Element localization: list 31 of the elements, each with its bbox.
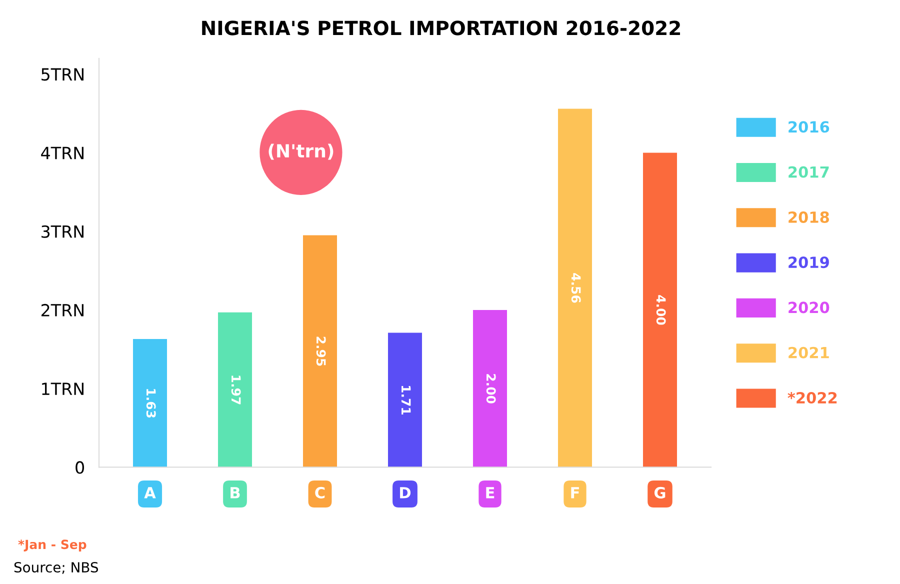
data-label: 2.95 xyxy=(316,336,326,366)
chart-title: NIGERIA'S PETROL IMPORTATION 2016-2022 xyxy=(202,20,680,36)
y-tick-label: 0 xyxy=(76,461,84,474)
legend-label: 2018 xyxy=(788,211,829,223)
x-tick-label: B xyxy=(230,487,240,498)
legend-label: 2017 xyxy=(788,166,829,178)
x-tick-label: A xyxy=(144,487,156,498)
y-tick-label: 2TRN xyxy=(42,304,84,316)
data-label: 4.56 xyxy=(571,273,581,303)
y-tick-label: 3TRN xyxy=(42,225,84,238)
x-tick-label: C xyxy=(315,486,325,498)
legend-label: 2019 xyxy=(788,256,829,268)
y-tick-label: 4TRN xyxy=(41,146,84,160)
legend-label: 2021 xyxy=(788,346,829,358)
data-label: 2.00 xyxy=(486,374,496,404)
data-label: 4.00 xyxy=(656,295,666,325)
source-note: Source; NBS xyxy=(14,562,98,574)
data-label: 1.97 xyxy=(231,376,241,404)
x-tick-label: G xyxy=(654,486,666,498)
legend-label: 2016 xyxy=(788,121,830,133)
legend-label: 2020 xyxy=(788,302,830,314)
y-tick-label: 1TRN xyxy=(42,382,84,395)
x-tick-label: D xyxy=(400,487,411,498)
text: *Jan - Sep xyxy=(18,540,86,552)
y-tick-label: 5TRN xyxy=(42,68,84,81)
x-tick-label: F xyxy=(571,487,579,498)
data-label: 1.63 xyxy=(146,389,156,418)
data-label: 1.71 xyxy=(402,386,411,415)
annotation: (N'trn) xyxy=(268,144,334,160)
x-tick-label: E xyxy=(486,487,494,498)
legend-label: *2022 xyxy=(788,392,837,404)
